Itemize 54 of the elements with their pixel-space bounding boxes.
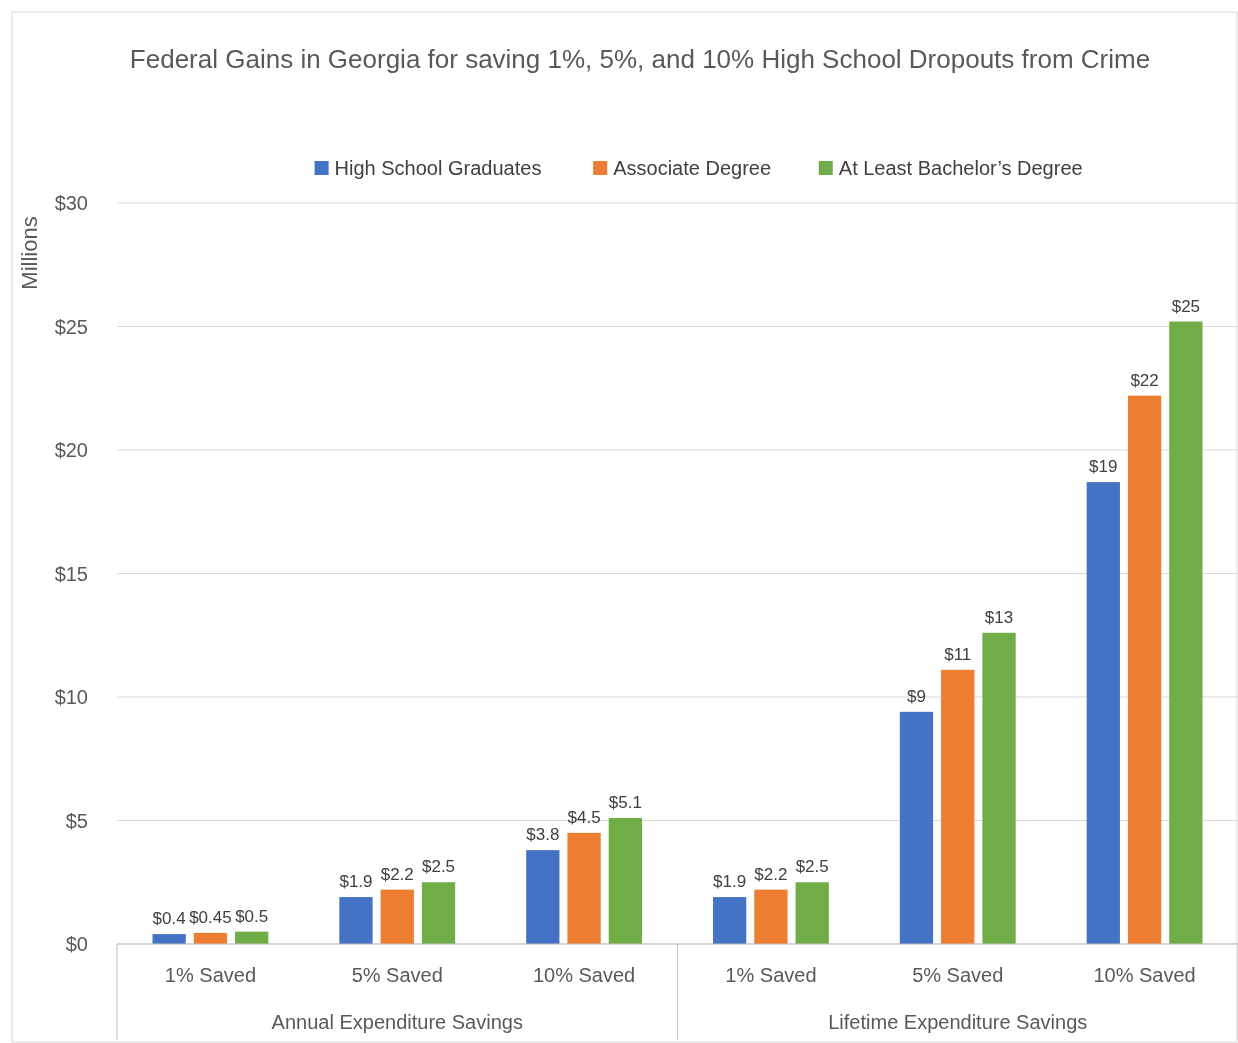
legend-label: At Least Bachelor’s Degree — [838, 157, 1083, 179]
bar — [754, 889, 788, 944]
bar — [380, 889, 414, 944]
bar — [899, 711, 934, 944]
bar — [608, 818, 642, 944]
x-tick-label: 10% Saved — [532, 964, 636, 986]
x-tick-label: 5% Saved — [351, 964, 443, 986]
text: Lifetime Expenditure Savings — [828, 1011, 1088, 1033]
bar — [152, 934, 186, 944]
data-label: $13 — [984, 607, 1014, 627]
x-tick-label: 1% Saved — [725, 964, 817, 986]
x-tick-label: 1% Saved — [164, 964, 256, 986]
y-tick-label: $20 — [54, 439, 88, 461]
data-label: $4.5 — [567, 807, 601, 827]
y-tick-label: $5 — [65, 809, 88, 832]
data-label: $9 — [907, 686, 926, 706]
bar — [1169, 321, 1203, 944]
y-tick-label: $25 — [54, 315, 88, 338]
data-label: $2.5 — [421, 857, 456, 877]
data-label: $0.5 — [235, 906, 269, 926]
data-label: $25 — [1171, 296, 1201, 316]
bar — [1086, 482, 1120, 944]
bar — [941, 669, 975, 944]
bar — [1127, 395, 1162, 944]
data-label: $0.4 — [152, 909, 186, 929]
x-tick-label: 10% Saved — [1093, 964, 1196, 986]
y-tick-label: $10 — [54, 686, 88, 708]
bar — [982, 632, 1016, 944]
legend-label: Associate Degree — [613, 157, 772, 179]
data-label: $0.45 — [189, 907, 232, 927]
legend-label: High School Graduates — [334, 157, 542, 179]
y-tick-label: $30 — [54, 192, 88, 214]
data-label: $11 — [944, 644, 972, 664]
bar — [339, 897, 373, 944]
y-axis-title: Millions — [17, 216, 42, 290]
data-label: $2.2 — [380, 864, 414, 884]
y-tick-label: $15 — [54, 562, 88, 585]
text: Annual Expenditure Savings — [271, 1011, 523, 1033]
data-label: $1.9 — [339, 872, 373, 892]
chart-title: Federal Gains in Georgia for saving 1%, 5%, and 10% High School Dropouts from Crime — [129, 44, 1151, 74]
y-tick-label: $0 — [65, 933, 88, 955]
data-label: $3.8 — [526, 825, 560, 845]
data-label: $2.5 — [795, 857, 829, 877]
x-tick-label: 5% Saved — [912, 964, 1004, 986]
bar — [713, 897, 747, 944]
bar — [526, 850, 560, 944]
data-label: $19 — [1089, 457, 1118, 477]
data-label: $1.9 — [713, 872, 747, 892]
bar — [795, 882, 829, 944]
data-label: $5.1 — [608, 793, 642, 813]
bar — [421, 882, 456, 944]
data-label: $22 — [1130, 370, 1159, 390]
data-label: $2.2 — [754, 864, 788, 884]
bar — [567, 832, 601, 944]
